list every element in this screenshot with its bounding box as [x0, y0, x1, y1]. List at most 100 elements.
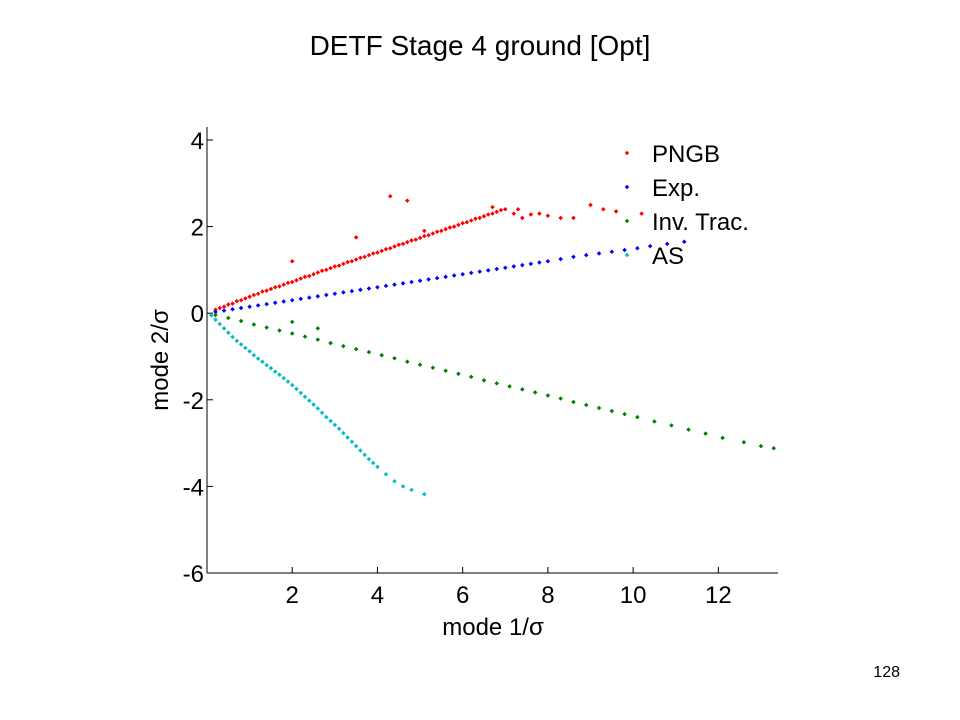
data-point	[353, 346, 359, 352]
data-point	[439, 228, 444, 234]
data-point	[494, 381, 500, 386]
data-point	[370, 460, 376, 466]
data-point	[392, 478, 397, 484]
data-point	[588, 202, 593, 208]
data-point	[353, 235, 359, 240]
data-point	[264, 288, 269, 293]
x-tick-label: 2	[286, 582, 299, 609]
data-point	[247, 294, 252, 300]
legend-label: Inv. Trac.	[652, 209, 749, 236]
data-point	[302, 274, 308, 280]
data-point	[302, 394, 308, 400]
data-point	[272, 300, 278, 306]
data-point	[285, 280, 291, 286]
x-tick-label: 6	[456, 582, 469, 609]
x-tick-label: 8	[541, 582, 554, 609]
data-point	[362, 254, 367, 260]
data-point	[230, 301, 235, 306]
data-point	[537, 260, 542, 265]
data-point	[503, 207, 508, 212]
data-point	[358, 448, 363, 453]
data-point	[392, 282, 397, 287]
legend-label: PNGB	[652, 141, 720, 168]
data-point	[281, 282, 286, 287]
data-point	[520, 387, 525, 392]
data-point	[532, 390, 538, 395]
data-point	[328, 340, 333, 346]
page-number: 128	[873, 664, 900, 681]
data-point	[281, 299, 286, 304]
y-tick-label: -4	[183, 474, 204, 501]
data-point	[571, 215, 576, 221]
data-point	[771, 446, 777, 451]
data-point	[289, 319, 295, 325]
data-point	[596, 251, 602, 256]
data-point	[260, 289, 265, 294]
legend-marker	[624, 150, 630, 156]
data-point	[434, 229, 440, 235]
data-point	[383, 472, 389, 477]
data-point	[485, 212, 491, 217]
data-point	[409, 279, 414, 285]
legend-marker	[624, 252, 630, 258]
data-point	[289, 382, 295, 388]
data-point	[243, 296, 248, 301]
data-point	[332, 291, 338, 296]
data-point	[238, 305, 244, 311]
data-point	[221, 304, 227, 309]
data-point	[358, 255, 363, 261]
data-point	[392, 244, 397, 249]
data-point	[247, 349, 252, 354]
data-point	[319, 268, 325, 274]
data-point	[272, 369, 278, 374]
y-tick-label: -6	[183, 561, 204, 588]
data-point	[686, 427, 691, 432]
data-point	[315, 270, 321, 275]
data-point	[319, 410, 325, 416]
data-point	[251, 322, 257, 327]
data-point	[328, 418, 333, 424]
data-point	[268, 286, 274, 292]
data-point	[405, 239, 410, 245]
data-point	[639, 211, 644, 216]
data-point	[264, 362, 269, 368]
data-point	[238, 318, 244, 324]
data-point	[213, 312, 218, 318]
data-point	[609, 249, 615, 254]
data-point	[558, 396, 563, 401]
data-point	[477, 215, 482, 221]
data-point	[213, 317, 218, 322]
data-point	[362, 452, 367, 458]
data-point	[528, 212, 534, 217]
data-point	[583, 402, 589, 408]
series-as	[208, 313, 427, 497]
data-point	[226, 302, 231, 307]
data-point	[460, 271, 465, 277]
data-point	[370, 251, 376, 256]
data-point	[383, 246, 389, 252]
data-point	[277, 328, 282, 333]
data-point	[473, 216, 478, 222]
data-point	[741, 439, 747, 445]
data-point	[387, 245, 393, 251]
data-point	[208, 313, 214, 318]
data-point	[230, 334, 235, 340]
data-point	[583, 252, 589, 258]
data-point	[422, 233, 427, 239]
data-point	[430, 365, 436, 371]
data-point	[260, 359, 265, 364]
series-exp-	[213, 239, 687, 315]
legend-label: AS	[652, 243, 684, 270]
data-point	[375, 250, 380, 255]
chart-series	[208, 194, 777, 497]
data-point	[383, 283, 389, 289]
y-tick-label: 2	[191, 215, 204, 242]
data-point	[443, 274, 448, 280]
data-point	[409, 238, 414, 243]
data-point	[289, 297, 295, 303]
data-point	[490, 204, 495, 210]
data-point	[511, 264, 517, 269]
data-point	[443, 368, 448, 374]
data-point	[336, 426, 342, 432]
data-point	[430, 231, 436, 236]
